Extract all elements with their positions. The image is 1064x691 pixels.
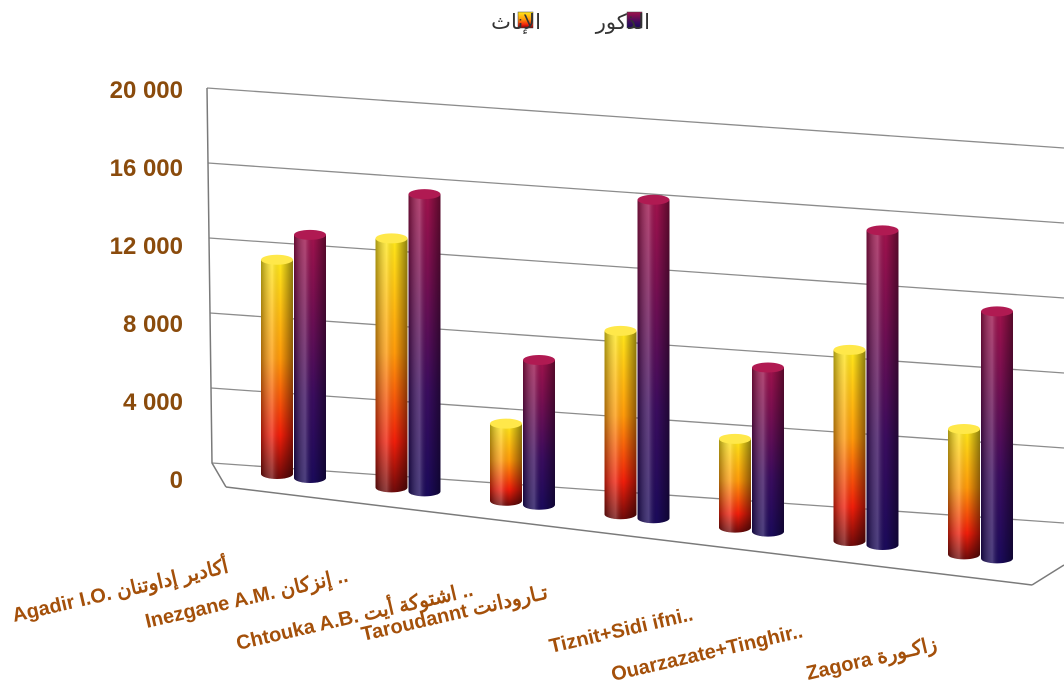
legend-swatch [626, 11, 643, 29]
bar-shading [604, 330, 637, 520]
bar-cap [523, 355, 555, 366]
bar-shading [866, 230, 899, 550]
y-tick-label: 8 000 [123, 311, 183, 338]
bar-shading [981, 311, 1013, 564]
left-wall-edge [206, 87, 227, 488]
bar-shading [637, 199, 670, 524]
bar [981, 306, 1013, 564]
bar [833, 344, 866, 546]
bar [719, 433, 751, 533]
legend-label: الإناث [491, 10, 541, 34]
bar [408, 189, 441, 497]
bar-cap [294, 229, 326, 240]
bar-cap [948, 423, 980, 434]
gridline [207, 162, 1064, 224]
bar-shading [833, 349, 866, 546]
bar-shading [523, 360, 555, 510]
bar-cap [866, 225, 899, 236]
bar-cap [261, 254, 293, 265]
bar-cap [752, 362, 784, 373]
bar [490, 418, 522, 506]
floor-right-edge [1031, 564, 1064, 586]
bar-cap [637, 194, 670, 205]
legend-swatch [517, 11, 534, 29]
bar-cap [833, 344, 866, 355]
bar [866, 225, 899, 550]
bar-shading [490, 423, 522, 506]
bar-shading [719, 438, 751, 533]
bar-shading [408, 194, 441, 497]
chart-axes: 0 4 000 8 000 12 000 16 000 20 000 [110, 77, 1064, 586]
gridline [208, 237, 1064, 299]
y-tick-label: 20 000 [110, 77, 183, 104]
bar [752, 362, 784, 537]
bar-cap [490, 418, 522, 429]
bar [294, 229, 326, 483]
bar-cap [604, 325, 637, 336]
bar-cap [375, 233, 408, 244]
bar [523, 355, 555, 510]
bar [261, 254, 293, 479]
y-tick-label: 0 [170, 467, 183, 494]
category-label: Zagora زاكـورة [804, 633, 939, 685]
bar [375, 233, 408, 493]
legend: الذكور الإناث [491, 10, 650, 34]
bar-shading [375, 238, 408, 493]
y-tick-label: 12 000 [110, 233, 183, 260]
bar [948, 423, 980, 560]
floor-front-edge [225, 486, 1033, 586]
y-tick-label: 16 000 [110, 155, 183, 182]
bar-shading [948, 428, 980, 560]
bar-shading [752, 367, 784, 537]
bar-shading [294, 234, 326, 483]
bar-shading [261, 259, 293, 479]
legend-label: الذكور [595, 10, 650, 34]
bars [261, 189, 1013, 564]
gridline [209, 312, 1064, 374]
y-tick-label: 4 000 [123, 389, 183, 416]
bar-cap [981, 306, 1013, 317]
bar [637, 194, 670, 524]
bar-cap [408, 189, 441, 200]
gridline [206, 87, 1064, 149]
bar-cap [719, 433, 751, 444]
bar [604, 325, 637, 520]
